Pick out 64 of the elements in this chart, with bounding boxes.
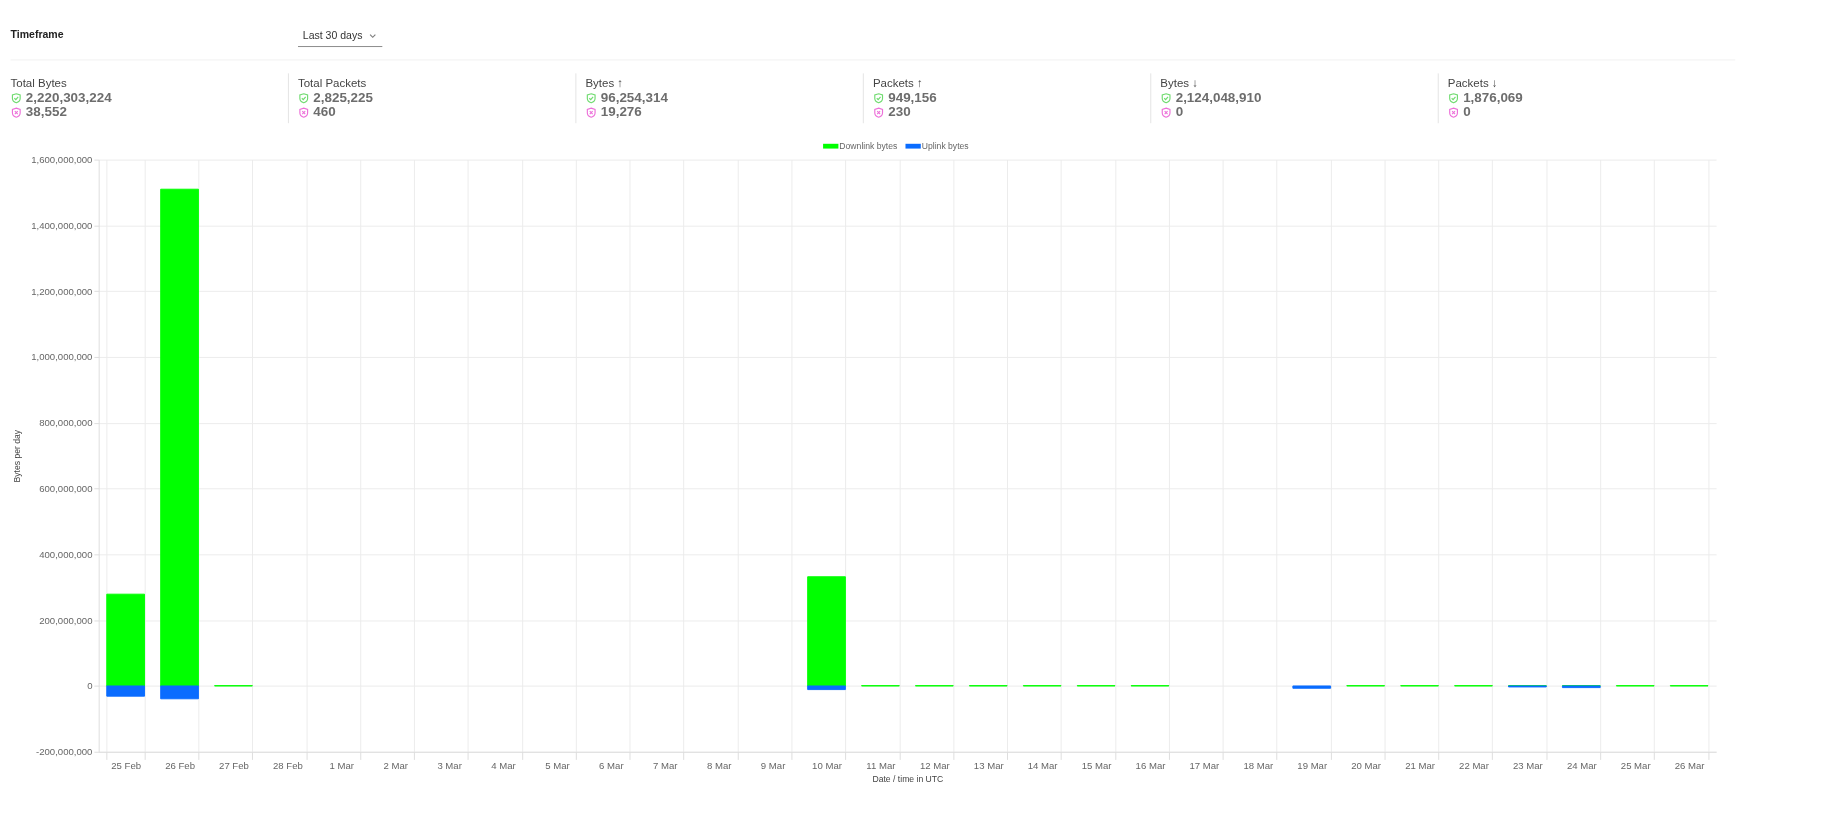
y-tick-label: 400,000,000 bbox=[39, 548, 93, 560]
y-tick-label: 1,400,000,000 bbox=[31, 219, 93, 231]
y-tick-label: 800,000,000 bbox=[39, 417, 93, 429]
category-label: Packets ↑ bbox=[872, 76, 923, 89]
x-tick-label: 22 Mar bbox=[1459, 760, 1490, 772]
x-tick-label: 17 Mar bbox=[1189, 760, 1221, 772]
x-tick-label: 16 Mar bbox=[1135, 760, 1167, 772]
x-tick-label: 8 Mar bbox=[706, 760, 733, 772]
y-tick-label: -200,000,000 bbox=[36, 746, 93, 758]
data-label: 0 bbox=[1175, 104, 1184, 120]
x-tick-label: 28 Feb bbox=[272, 760, 303, 772]
x-tick-label: 2 Mar bbox=[383, 760, 409, 772]
data-label: 949,156 bbox=[888, 90, 937, 106]
x-tick-label: 24 Mar bbox=[1566, 760, 1598, 772]
category-label: Packets ↓ bbox=[1447, 76, 1498, 89]
x-tick-label: 26 Mar bbox=[1674, 760, 1706, 772]
y-tick-label: 600,000,000 bbox=[39, 482, 93, 494]
x-tick-label: 3 Mar bbox=[437, 760, 463, 772]
category-label: Total Packets bbox=[297, 76, 367, 89]
x-tick-label: 10 Mar bbox=[812, 760, 843, 772]
x-tick-label: 18 Mar bbox=[1243, 760, 1275, 772]
text: Timeframe bbox=[10, 27, 64, 40]
x-tick-label: 23 Mar bbox=[1512, 760, 1544, 772]
x-tick-label: 1 Mar bbox=[329, 760, 355, 772]
data-label: 38,552 bbox=[25, 104, 67, 120]
y-tick-label: 0 bbox=[87, 680, 93, 692]
x-tick-label: 4 Mar bbox=[491, 760, 517, 772]
x-tick-label: 7 Mar bbox=[653, 760, 679, 772]
x-tick-label: 14 Mar bbox=[1027, 760, 1059, 772]
x-tick-label: 21 Mar bbox=[1405, 760, 1436, 772]
data-label: 96,254,314 bbox=[600, 90, 669, 106]
x-tick-label: 25 Feb bbox=[111, 760, 142, 772]
legend-label: Uplink bytes bbox=[921, 141, 969, 152]
x-tick-label: 9 Mar bbox=[760, 760, 787, 772]
category-label: Total Bytes bbox=[10, 76, 67, 89]
data-label: 0 bbox=[1463, 104, 1471, 120]
x-tick-label: 25 Mar bbox=[1620, 760, 1652, 772]
x-tick-label: 27 Feb bbox=[219, 760, 249, 772]
y-tick-label: 1,200,000,000 bbox=[31, 285, 93, 297]
y-axis-title: Bytes per day bbox=[11, 429, 22, 483]
category-label: Bytes ↓ bbox=[1160, 76, 1199, 89]
data-label: 1,876,069 bbox=[1463, 90, 1523, 106]
data-label: 2,825,225 bbox=[313, 90, 374, 106]
legend-label: Downlink bytes bbox=[839, 141, 898, 152]
x-tick-label: 19 Mar bbox=[1297, 760, 1328, 772]
x-tick-label: 11 Mar bbox=[866, 760, 897, 772]
x-tick-label: 5 Mar bbox=[545, 760, 571, 772]
category-label: Bytes ↑ bbox=[585, 76, 624, 89]
data-label: 2,220,303,224 bbox=[25, 90, 113, 106]
data-label: 460 bbox=[313, 104, 336, 120]
x-tick-label: 15 Mar bbox=[1081, 760, 1113, 772]
x-axis-title: Date / time in UTC bbox=[872, 773, 944, 784]
y-tick-label: 200,000,000 bbox=[39, 614, 93, 626]
x-tick-label: 13 Mar bbox=[973, 760, 1005, 772]
x-tick-label: 20 Mar bbox=[1351, 760, 1382, 772]
x-tick-label: 6 Mar bbox=[599, 760, 625, 772]
x-tick-label: 26 Feb bbox=[165, 760, 195, 772]
x-tick-label: 12 Mar bbox=[919, 760, 951, 772]
data-label: 2,124,048,910 bbox=[1175, 90, 1262, 106]
y-tick-label: 1,000,000,000 bbox=[31, 351, 93, 363]
text: Last 30 days bbox=[302, 28, 363, 41]
data-label: 230 bbox=[888, 104, 911, 120]
data-label: 19,276 bbox=[600, 104, 642, 120]
y-tick-label: 1,600,000,000 bbox=[31, 153, 93, 165]
